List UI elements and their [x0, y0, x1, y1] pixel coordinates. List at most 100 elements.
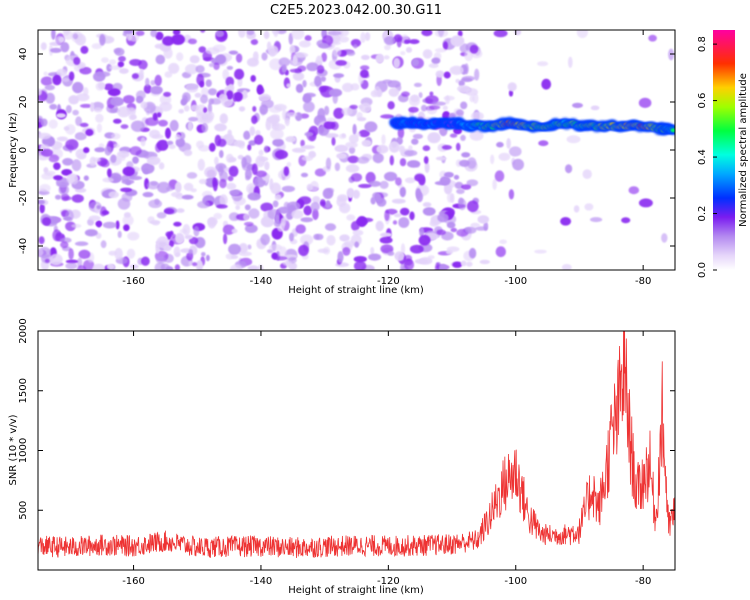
spectrogram-noise-blob	[146, 181, 160, 190]
spectrogram-noise-blob	[230, 255, 239, 259]
spectrogram-noise-blob	[429, 91, 434, 97]
spectrogram-noise-blob	[355, 218, 368, 226]
spectrogram-noise-blob	[174, 264, 180, 270]
spectrogram-noise-blob	[467, 157, 477, 169]
spectrogram-noise-blob	[409, 211, 415, 221]
spectrogram-noise-blob	[158, 162, 165, 170]
spectrogram-noise-blob	[60, 241, 69, 249]
spectrogram-noise-blob	[327, 30, 342, 36]
spectrogram-noise-blob	[380, 114, 394, 119]
spectrogram-noise-blob	[507, 82, 517, 92]
spectrogram-noise-blob	[131, 73, 139, 79]
spectrogram-noise-blob	[118, 55, 126, 62]
spectrogram-noise-blob	[154, 74, 162, 87]
x-tick-label: -120	[377, 576, 400, 587]
spectrogram-noise-blob	[164, 71, 173, 78]
spectrogram-noise-blob	[258, 156, 269, 162]
spectrogram-noise-blob	[42, 217, 51, 226]
spectrogram-noise-blob	[461, 184, 472, 190]
spectrogram-noise-blob	[379, 180, 389, 189]
spectrogram-noise-blob	[495, 246, 506, 258]
spectrogram-noise-blob	[427, 132, 441, 144]
spectrogram-noise-blob	[113, 143, 120, 148]
spectrogram-noise-blob	[107, 168, 112, 178]
spectrogram-noise-blob	[336, 153, 347, 159]
spectrogram-noise-blob	[300, 139, 305, 147]
spectrogram-noise-blob	[449, 133, 458, 138]
spectrogram-noise-blob	[203, 57, 215, 62]
spectrogram-noise-blob	[582, 169, 592, 180]
spectrogram-noise-blob	[411, 138, 419, 145]
spectrogram-noise-blob	[269, 244, 282, 251]
spectrogram-noise-blob	[325, 133, 339, 139]
spectrogram-noise-blob	[188, 116, 199, 122]
colorbar-tick-label: 0.4	[697, 149, 708, 165]
spectrogram-noise-blob	[190, 104, 199, 112]
x-tick-label: -80	[635, 576, 651, 587]
signal-track-core	[670, 128, 675, 133]
spectrogram-noise-blob	[166, 140, 174, 146]
spectrogram-noise-blob	[233, 91, 243, 102]
spectrogram-noise-blob	[465, 226, 477, 234]
spectrogram-noise-blob	[393, 34, 403, 43]
spectrogram-noise-blob	[152, 221, 160, 226]
spectrogram-signal-track	[389, 116, 675, 136]
spectrogram-noise-blob	[422, 202, 432, 208]
spectrogram-noise-blob	[455, 109, 464, 116]
spectrogram-noise-blob	[74, 241, 89, 246]
spectrogram-noise-blob	[182, 224, 191, 236]
spectrogram-noise-blob	[348, 134, 359, 144]
colorbar: 0.0 0.2 0.4 0.6 0.8 Normalized spectral ampl…	[697, 30, 749, 278]
spectrogram-noise-blob	[509, 146, 522, 157]
spectrogram-noise-blob	[460, 260, 467, 267]
spectrogram-noise-blob	[238, 251, 252, 257]
spectrogram-noise-blob	[302, 80, 307, 88]
spectrogram-noise-blob	[226, 65, 234, 70]
spectrogram-noise-blob	[127, 231, 140, 241]
spectrogram-noise-blob	[154, 43, 165, 49]
spectrogram-noise-blob	[175, 137, 186, 148]
spectrogram-noise-blob	[435, 70, 445, 78]
spectrogram-noise-blob	[303, 205, 313, 216]
spectrogram-noise-blob	[291, 209, 304, 219]
spectrogram-noise-blob	[44, 258, 50, 263]
spectrogram-noise-blob	[48, 119, 58, 129]
spectrogram-noise-blob	[408, 145, 413, 151]
spectrogram-noise-blob	[243, 221, 254, 227]
spectrogram-noise-blob	[58, 184, 70, 196]
spectrogram-noise-blob	[204, 166, 218, 178]
spectrogram-noise-blob	[215, 163, 227, 173]
spectrogram-noise-blob	[248, 208, 260, 219]
spectrogram-noise-blob	[310, 180, 319, 192]
spectrogram-noise-blob	[534, 249, 547, 254]
spectrogram-noise-blob	[325, 157, 332, 170]
spectrogram-noise-blob	[333, 73, 345, 78]
spectrogram-noise-blob	[333, 107, 345, 119]
spectrogram-noise-blob	[38, 132, 51, 140]
spectrogram-noise-blob	[435, 156, 447, 161]
spectrogram-noise-blob	[384, 44, 391, 51]
spectrogram-noise-blob	[365, 171, 376, 184]
spectrogram-noise-blob	[370, 90, 378, 98]
spectrogram-noise-blob	[50, 47, 62, 53]
spectrogram-noise-blob	[231, 228, 238, 234]
spectrogram-noise-blob	[208, 88, 217, 96]
spectrogram-noise-blob	[186, 172, 198, 179]
spectrogram-noise-blob	[91, 43, 103, 50]
spectrogram-noise-blob	[315, 55, 323, 67]
spectrogram-noise-blob	[135, 30, 145, 36]
spectrogram-noise-blob	[165, 266, 174, 270]
spectrogram-noise-blob	[348, 146, 356, 154]
spectrogram-noise-blob	[92, 263, 105, 270]
spectrogram-noise-blob	[245, 168, 252, 180]
spectrogram-noise-blob	[183, 105, 190, 112]
spectrogram-noise-blob	[576, 30, 588, 39]
spectrogram-noise-blob	[146, 156, 161, 166]
spectrogram-noise-blob	[464, 63, 469, 75]
spectrogram-noise-blob	[201, 122, 209, 133]
spectrogram-noise-blob	[508, 89, 514, 97]
spectrogram-noise-blob	[443, 171, 454, 178]
spectrogram-noise-blob	[346, 50, 356, 56]
spectrogram-noise-blob	[388, 141, 400, 153]
spectrogram-noise-blob	[75, 116, 82, 127]
